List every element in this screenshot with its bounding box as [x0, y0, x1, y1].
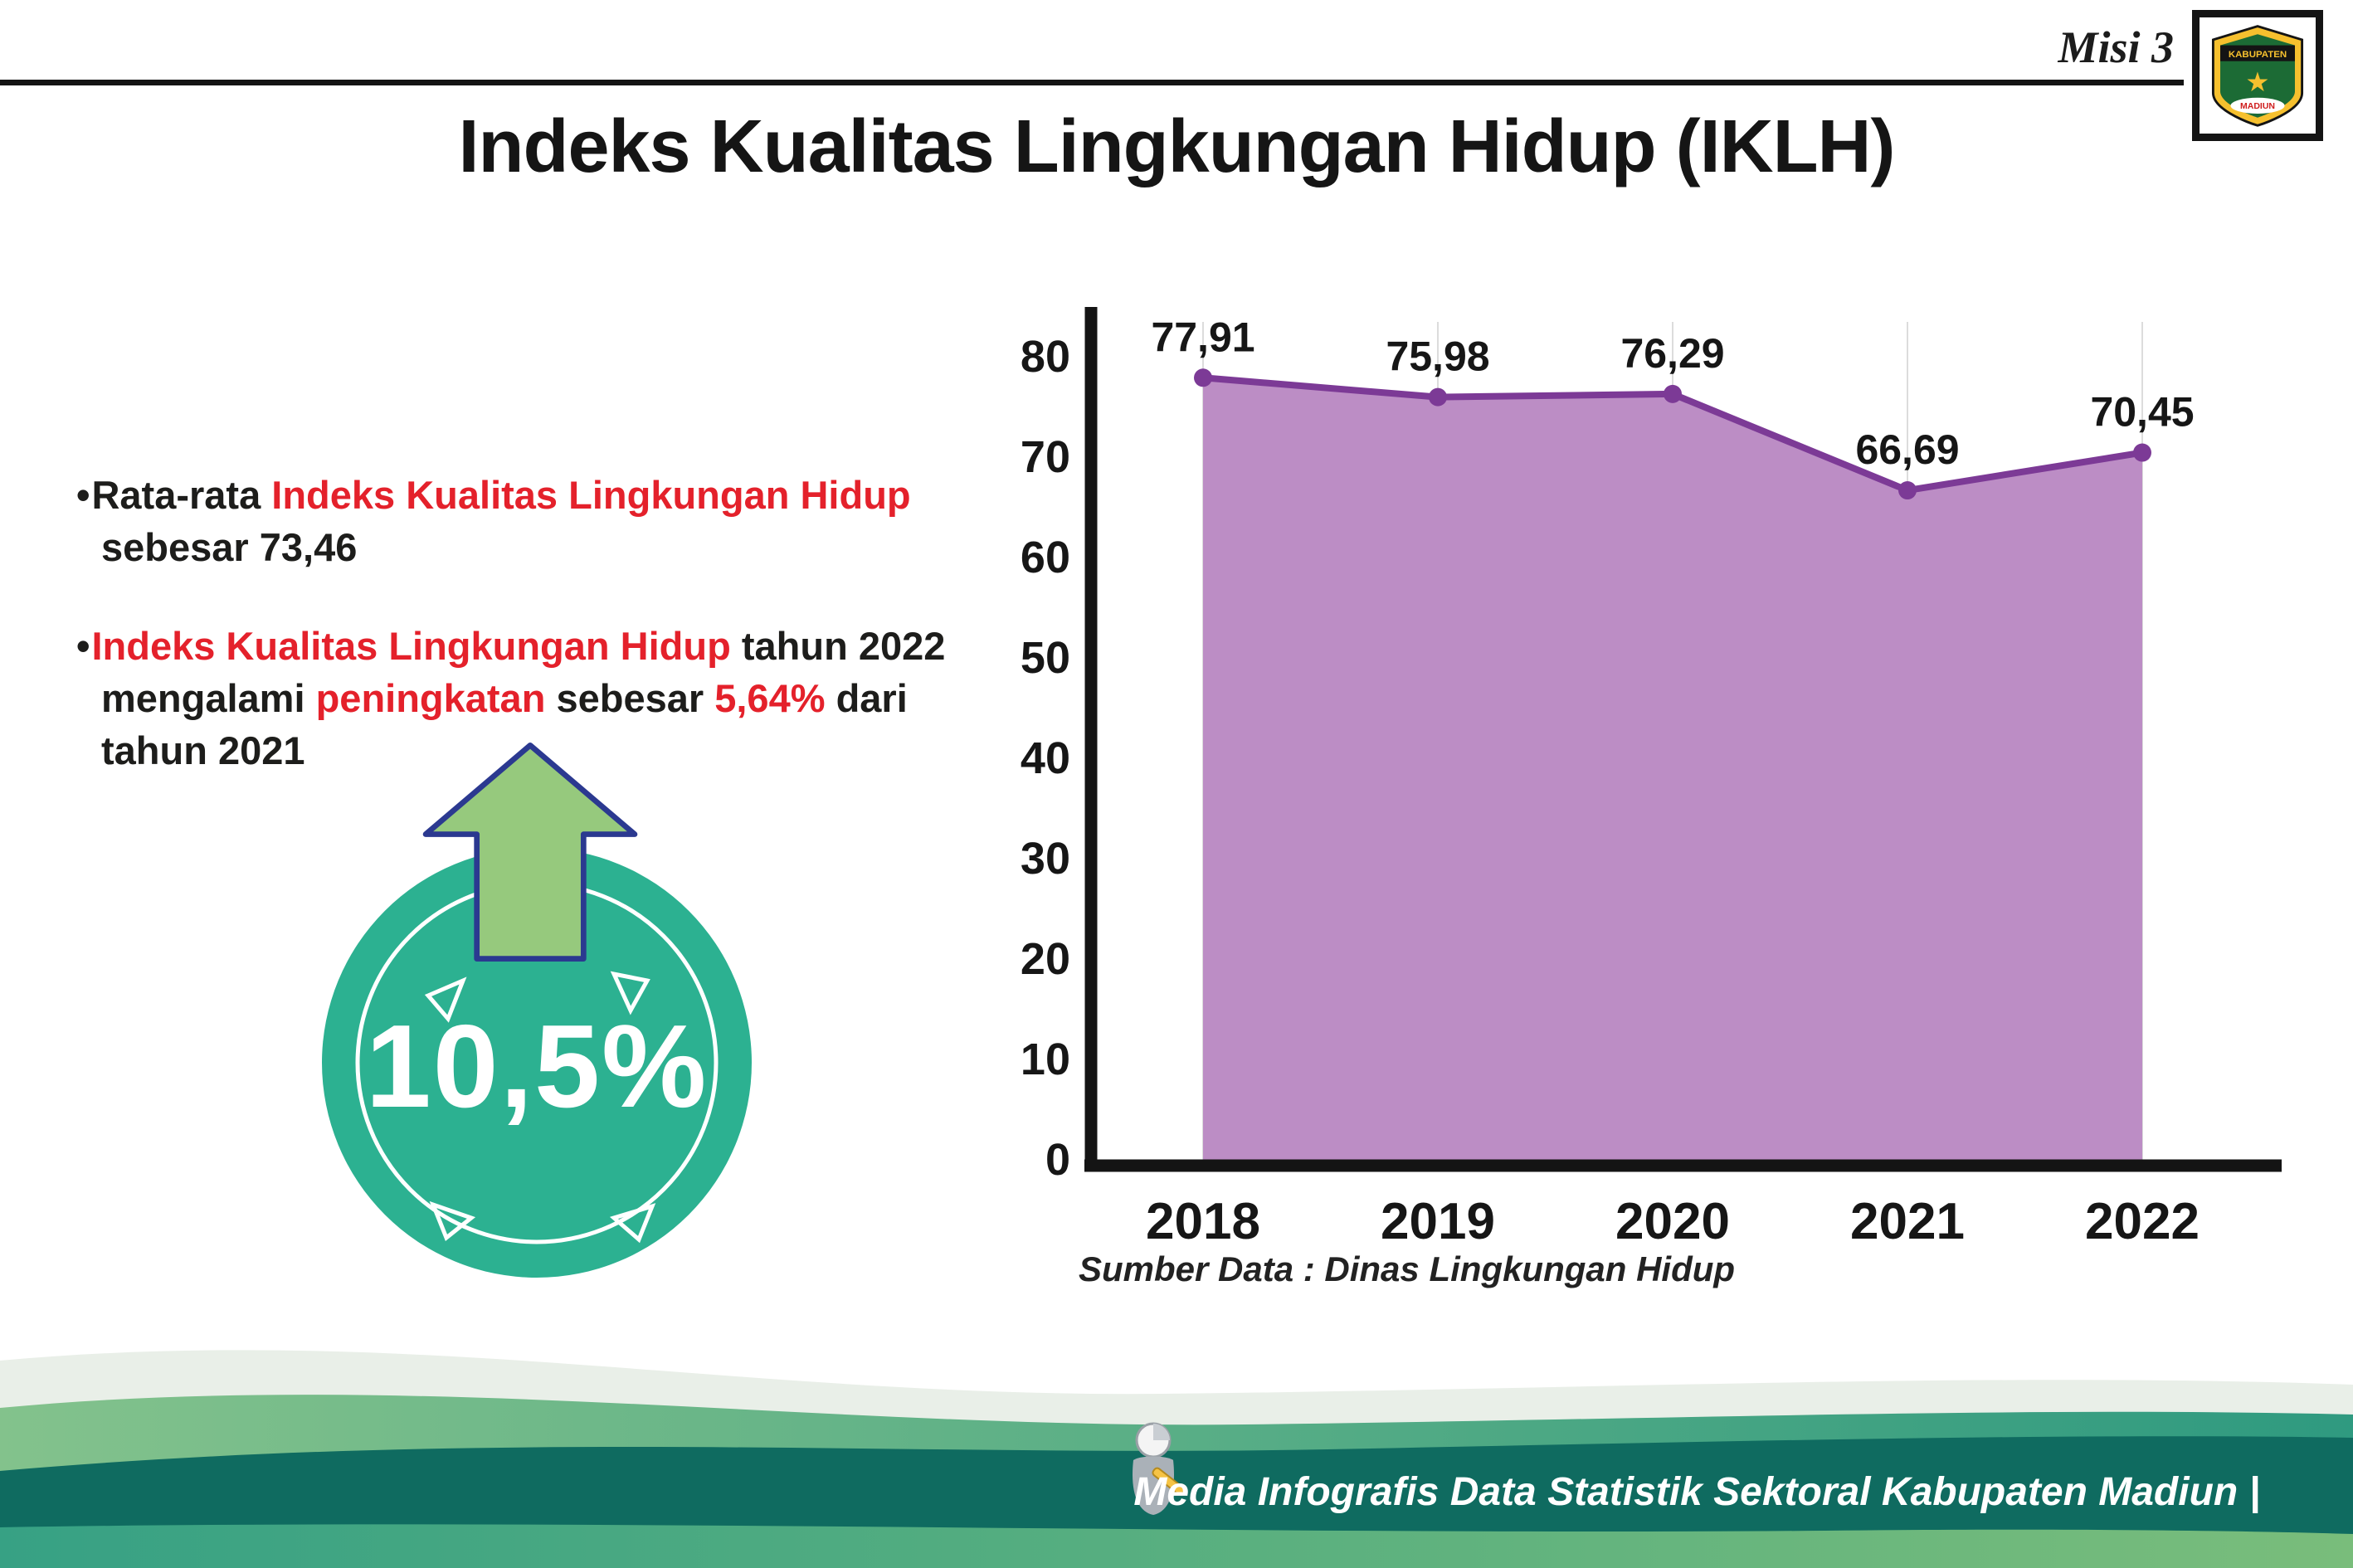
key-points-list: •Rata-rata Indeks Kualitas Lingkungan Hi… — [76, 470, 1006, 824]
mascot-icon — [1133, 1422, 1186, 1515]
x-tick-label: 2019 — [1381, 1193, 1495, 1250]
header-divider-line — [0, 80, 2184, 85]
value-label: 76,29 — [1620, 330, 1724, 377]
crest-top-band — [2220, 45, 2295, 61]
data-point — [1194, 368, 1212, 387]
bullet-text-segment: sebesar 73,46 — [101, 524, 358, 569]
x-tick-label: 2020 — [1615, 1193, 1730, 1250]
value-label: 70,45 — [2090, 389, 2194, 436]
bullet-text-segment: sebesar — [545, 675, 715, 720]
bullet-item: •Indeks Kualitas Lingkungan Hidup tahun … — [76, 621, 1006, 777]
y-tick-label: 20 — [1021, 934, 1070, 984]
y-tick-label: 70 — [1021, 432, 1070, 482]
mascot-cap — [1153, 1424, 1170, 1440]
bullet-text-segment: Indeks Kualitas Lingkungan Hidup — [271, 473, 911, 517]
x-tick-label: 2022 — [2085, 1193, 2200, 1250]
data-point — [1429, 387, 1447, 407]
crest-top-text: KABUPATEN — [2229, 50, 2287, 60]
y-tick-label: 60 — [1021, 533, 1070, 582]
y-tick-label: 0 — [1045, 1135, 1070, 1185]
x-tick-label: 2018 — [1146, 1193, 1260, 1250]
data-point — [2133, 443, 2151, 462]
footer-wave-bottom-strip — [0, 1524, 2353, 1568]
y-tick-label: 50 — [1021, 633, 1070, 683]
y-tick-label: 10 — [1021, 1035, 1070, 1084]
y-tick-label: 30 — [1021, 834, 1070, 884]
data-point — [1898, 481, 1917, 500]
ring-triangle-sw-icon — [429, 1200, 476, 1242]
source-note: Sumber Data : Dinas Lingkungan Hidup — [1079, 1249, 1736, 1288]
data-point — [1664, 384, 1682, 403]
bullet-text-segment: dari tahun 2021 — [101, 675, 908, 772]
y-tick-label: 80 — [1021, 332, 1070, 382]
iklh-area-chart: 0 10 20 30 40 50 60 70 80 2018 2019 2020 2021 2022 77,… — [954, 297, 2331, 1284]
up-arrow-shape — [422, 743, 638, 962]
misi-label: Misi 3 — [2058, 22, 2174, 72]
mascot-pencil — [1152, 1467, 1186, 1496]
area-fill — [1203, 377, 2142, 1160]
page-title: Indeks Kualitas Lingkungan Hidup (IKLH) — [458, 105, 1895, 188]
bullet-text-segment: tahun 2022 mengalami — [101, 623, 946, 720]
ring-triangle-ne-icon — [610, 971, 650, 1015]
footer-waves — [0, 1350, 2353, 1568]
crest-ribbon — [2230, 97, 2285, 114]
bullet-text-segment: Indeks Kualitas Lingkungan Hidup — [91, 623, 731, 668]
value-label: 75,98 — [1386, 334, 1489, 380]
crest-bottom-text: MADIUN — [2240, 101, 2275, 111]
badge-value: 10,5% — [365, 1001, 709, 1132]
footer-credit: Media Infografis Data Statistik Sektoral… — [1133, 1470, 2260, 1514]
iklh-area-chart-svg: 0 10 20 30 40 50 60 70 80 2018 2019 2020 2021 2022 77,… — [1021, 307, 2282, 1250]
increase-badge: 10,5% — [322, 848, 752, 1278]
value-label: 77,91 — [1151, 314, 1254, 360]
value-label: 66,69 — [1855, 426, 1959, 473]
x-tick-label: 2021 — [1850, 1193, 1965, 1250]
bullet-item: •Rata-rata Indeks Kualitas Lingkungan Hi… — [76, 470, 1006, 574]
bullet-dot: • — [76, 473, 90, 517]
kabupaten-madiun-logo: KABUPATEN ★ MADIUN — [2192, 10, 2323, 141]
ring-triangle-nw-icon — [424, 976, 467, 1023]
bullet-text-segment: Rata-rata — [91, 473, 272, 517]
bullet-dot: • — [76, 623, 90, 668]
y-tick-label: 40 — [1021, 733, 1070, 783]
bullet-text-segment: 5,64% — [714, 675, 826, 720]
bullet-text-segment: peningkatan — [315, 675, 546, 720]
ring-triangle-se-icon — [609, 1203, 656, 1244]
up-arrow-icon — [422, 743, 638, 962]
mascot-body — [1133, 1456, 1174, 1515]
crest-star-icon: ★ — [2245, 67, 2269, 97]
kabupaten-madiun-crest-icon: KABUPATEN ★ MADIUN — [2211, 25, 2304, 127]
